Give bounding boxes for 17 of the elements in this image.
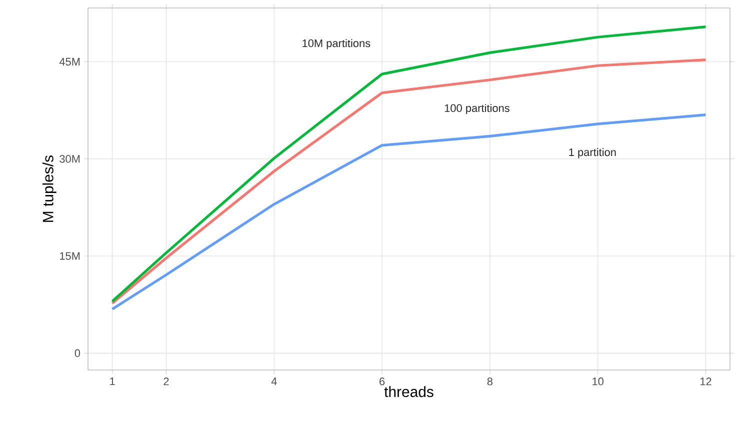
line-series: [110, 114, 708, 310]
x-tick-label: 4: [271, 378, 277, 386]
x-tick-label: 1: [110, 378, 115, 386]
text: 10M partitions: [302, 39, 370, 50]
x-tick-label: 10: [592, 378, 604, 386]
x-tick-label: 6: [380, 378, 385, 386]
x-tick-label: 2: [164, 378, 169, 386]
y-tick-label: 30M: [60, 155, 80, 163]
series-label: 1 partition: [569, 148, 616, 158]
x-tick-label: 12: [700, 378, 712, 386]
y-tick-label: 15M: [60, 252, 80, 260]
series-label: 100 partitions: [444, 104, 510, 114]
x-tick-label: 8: [487, 378, 492, 386]
y-tick-label: 45M: [59, 58, 80, 66]
y-tick-label: 0: [74, 349, 80, 358]
y-axis-title: M tuples/s: [42, 156, 56, 222]
x-axis-title: threads: [384, 386, 434, 398]
